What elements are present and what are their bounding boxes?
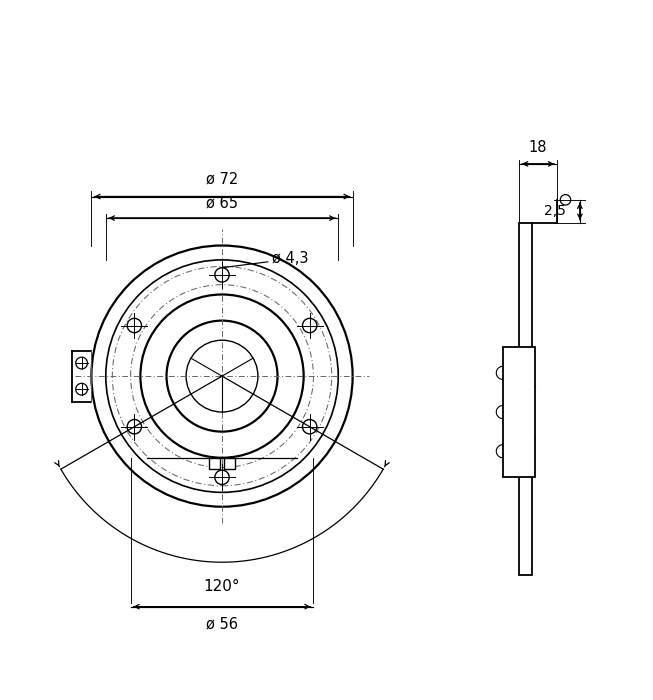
Text: ø 4,3: ø 4,3 <box>272 251 309 266</box>
Text: 120°: 120° <box>204 578 240 594</box>
Text: 2,5: 2,5 <box>544 204 565 218</box>
Text: ø 72: ø 72 <box>206 171 238 186</box>
Bar <box>519 223 532 575</box>
Bar <box>209 458 219 469</box>
Text: ø 56: ø 56 <box>206 617 238 631</box>
Bar <box>503 346 535 477</box>
Bar <box>225 458 236 469</box>
Text: 18: 18 <box>529 141 547 155</box>
Text: ø 65: ø 65 <box>206 195 238 210</box>
